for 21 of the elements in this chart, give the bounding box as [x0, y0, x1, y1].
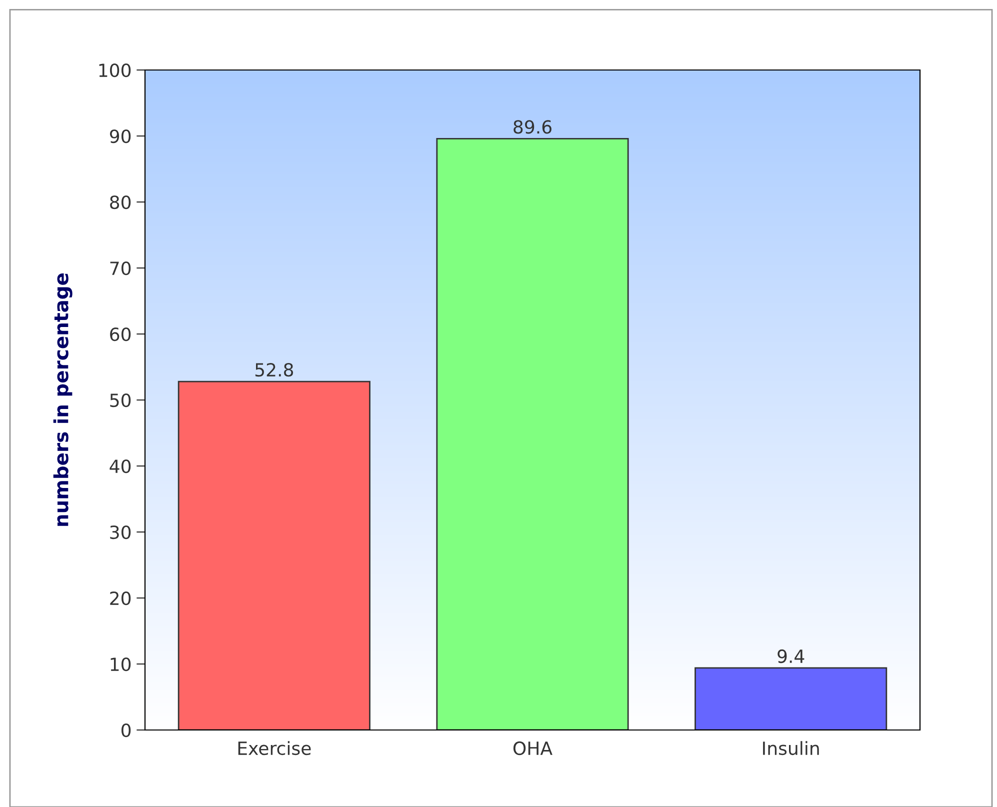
y-tick-label: 80: [110, 195, 131, 210]
y-tick-label: 90: [110, 129, 131, 144]
y-tick-label: 10: [110, 657, 131, 672]
bar: [436, 138, 629, 730]
data-label: 89.6: [514, 120, 552, 134]
y-tick-label: 30: [110, 525, 131, 540]
y-tick-label: 60: [110, 327, 131, 342]
data-label: 52.8: [255, 362, 294, 377]
x-tick-label: Exercise: [238, 741, 311, 756]
data-label: 9.4: [778, 649, 804, 664]
x-tick-label: Insulin: [763, 741, 819, 756]
bar: [694, 667, 888, 730]
y-tick-label: 70: [110, 261, 131, 276]
y-axis-title: numbers in percentage: [53, 273, 72, 526]
y-tick-label: 40: [110, 459, 131, 474]
y-tick-label: 20: [110, 591, 131, 606]
y-tick-label: 100: [99, 63, 131, 78]
bar: [178, 380, 370, 730]
y-tick-label: 50: [110, 393, 131, 408]
y-tick-label: 0: [122, 723, 131, 738]
x-tick-label: OHA: [513, 741, 552, 756]
